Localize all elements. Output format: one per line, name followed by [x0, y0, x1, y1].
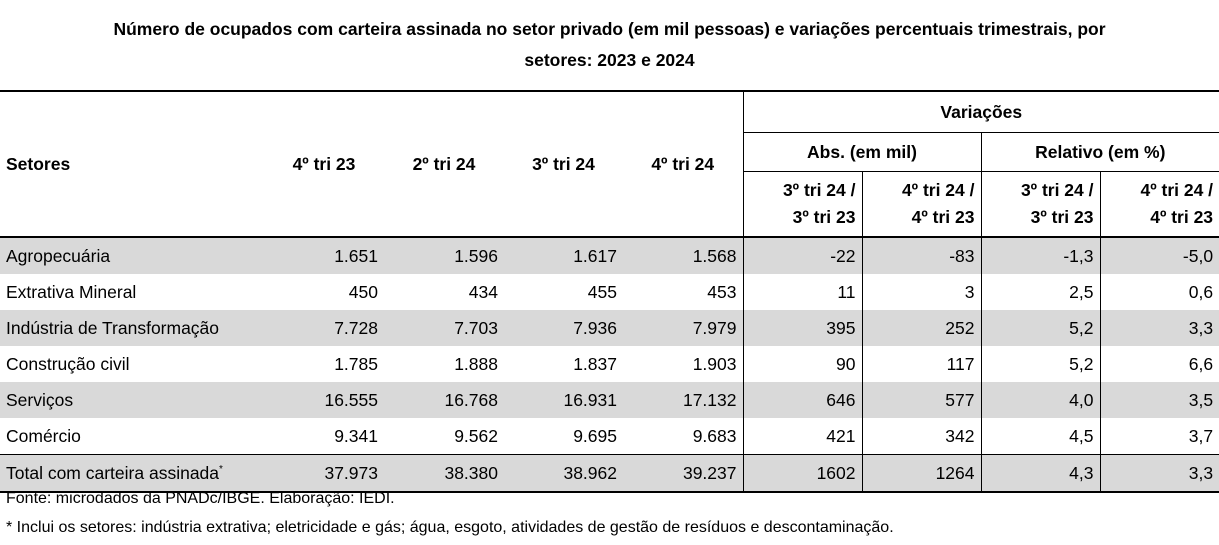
cell-c4: 17.132 [623, 382, 743, 418]
header-col3: 3º tri 24 [504, 90, 623, 238]
cell-c3: 1.837 [573, 353, 617, 374]
cell-c1: 1.651 [264, 237, 384, 274]
header-var-abs-2: 4º tri 24 /4º tri 23 [861, 171, 981, 238]
cell-rel2: -5,0 [1099, 237, 1219, 274]
header-var-rel-2: 4º tri 24 /4º tri 23 [1099, 171, 1219, 238]
data-table: Setores 4º tri 23 2º tri 24 3º tri 24 4º… [0, 90, 1219, 493]
cell-abs2: 3 [861, 274, 981, 310]
cell-c2: 1.888 [454, 353, 498, 374]
cell-c3: 455 [587, 281, 617, 302]
cell-rel2: 3,7 [1099, 418, 1219, 455]
row-setor: Comércio [6, 425, 81, 446]
cell-c2: 9.562 [454, 425, 498, 446]
cell-abs2: 577 [861, 382, 981, 418]
table-title-line1: Número de ocupados com carteira assinada… [113, 19, 1106, 39]
footnote-note: * Inclui os setores: indústria extrativa… [6, 519, 894, 536]
total-c2: 38.380 [384, 454, 504, 493]
cell-abs1: 646 [742, 382, 862, 418]
cell-c3: 1.617 [504, 237, 623, 274]
total-setor: Total com carteira assinada* [0, 454, 264, 493]
cell-rel1: 4,0 [980, 382, 1100, 418]
cell-abs2: 117 [861, 346, 981, 382]
header-col4: 4º tri 24 [623, 90, 743, 238]
total-footnote-mark: * [219, 463, 223, 475]
cell-c1: 9.341 [334, 425, 378, 446]
row-setor: Extrativa Mineral [6, 281, 137, 302]
cell-c2: 7.703 [384, 310, 504, 346]
cell-c4: 1.568 [623, 237, 743, 274]
cell-abs1: 90 [742, 346, 862, 382]
row-setor: Agropecuária [0, 237, 264, 274]
row-setor: Serviços [0, 382, 264, 418]
cell-c3: 9.695 [573, 425, 617, 446]
cell-rel1: 5,2 [980, 346, 1100, 382]
header-setores: Setores [0, 90, 264, 238]
cell-rel1: 4,5 [980, 418, 1100, 455]
header-var-rel-1: 3º tri 24 /3º tri 23 [980, 171, 1100, 238]
header-var-abs-1: 3º tri 24 /3º tri 23 [742, 171, 862, 238]
row-setor: Indústria de Transformação [0, 310, 264, 346]
total-row: Total com carteira assinada* 37.973 38.3… [0, 454, 1219, 493]
total-abs1: 1602 [742, 454, 862, 493]
cell-abs2: -83 [861, 237, 981, 274]
cell-c1: 7.728 [264, 310, 384, 346]
table-row: Construção civil 1.785 1.888 1.837 1.903… [0, 346, 1219, 382]
cell-c4: 9.683 [692, 425, 737, 446]
cell-c1: 450 [348, 281, 378, 302]
cell-rel1: -1,3 [980, 237, 1100, 274]
cell-c3: 16.931 [504, 382, 623, 418]
table-row: Comércio 9.341 9.562 9.695 9.683 421 342… [0, 418, 1219, 455]
cell-rel2: 0,6 [1099, 274, 1219, 310]
cell-c1: 1.785 [334, 353, 378, 374]
cell-abs2: 342 [861, 418, 981, 455]
total-c3: 38.962 [504, 454, 623, 493]
header-variacoes: Variações [742, 90, 1219, 133]
row-setor: Construção civil [6, 353, 130, 374]
table-row: Indústria de Transformação 7.728 7.703 7… [0, 310, 1219, 346]
header-relativo: Relativo (em %) [980, 132, 1219, 172]
cell-rel2: 3,3 [1099, 310, 1219, 346]
cell-rel1: 5,2 [980, 310, 1100, 346]
footnote-source: Fonte: microdados da PNADc/IBGE. Elabora… [6, 490, 395, 507]
table-row: Serviços 16.555 16.768 16.931 17.132 646… [0, 382, 1219, 418]
total-abs2: 1264 [861, 454, 981, 493]
total-rel2: 3,3 [1099, 454, 1219, 493]
header-col2: 2º tri 24 [384, 90, 504, 238]
cell-c3: 7.936 [504, 310, 623, 346]
cell-abs1: 395 [742, 310, 862, 346]
cell-c2: 1.596 [384, 237, 504, 274]
cell-rel2: 6,6 [1099, 346, 1219, 382]
cell-rel1: 2,5 [980, 274, 1100, 310]
cell-c4: 7.979 [623, 310, 743, 346]
table-title: Número de ocupados com carteira assinada… [0, 0, 1219, 76]
table-row: Extrativa Mineral 450 434 455 453 11 3 2… [0, 274, 1219, 310]
cell-abs1: 421 [742, 418, 862, 455]
cell-abs1: 11 [742, 274, 862, 310]
cell-abs1: -22 [742, 237, 862, 274]
table-row: Agropecuária 1.651 1.596 1.617 1.568 -22… [0, 237, 1219, 274]
header-abs: Abs. (em mil) [742, 132, 981, 172]
cell-c4: 453 [707, 281, 737, 302]
header-col1: 4º tri 23 [264, 90, 384, 238]
cell-c1: 16.555 [264, 382, 384, 418]
cell-c2: 434 [468, 281, 498, 302]
cell-abs2: 252 [861, 310, 981, 346]
total-rel1: 4,3 [980, 454, 1100, 493]
total-c1: 37.973 [264, 454, 384, 493]
total-c4: 39.237 [623, 454, 743, 493]
cell-rel2: 3,5 [1099, 382, 1219, 418]
table-title-line2: setores: 2023 e 2024 [524, 50, 695, 70]
cell-c2: 16.768 [384, 382, 504, 418]
cell-c4: 1.903 [692, 353, 737, 374]
